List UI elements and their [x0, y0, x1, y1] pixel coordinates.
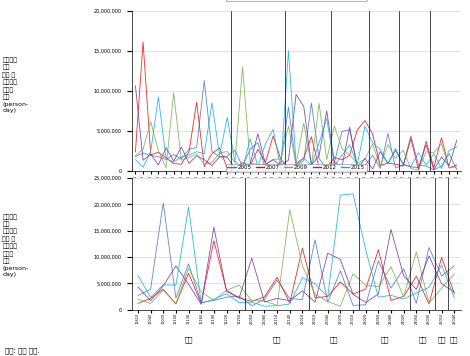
Text: 부산: 부산 — [254, 203, 262, 210]
Text: 서울: 서울 — [177, 203, 186, 210]
Legend: 2005, 2007, 2009, 2012, 2015: 2005, 2007, 2009, 2012, 2015 — [226, 0, 367, 1]
Text: 대전: 대전 — [410, 203, 419, 210]
Text: 울산: 울산 — [450, 336, 459, 343]
Text: 인천: 인천 — [345, 203, 354, 210]
Text: 세계보건
기구
권고기준
적용 시
노출위험
인구의
인일
(person-
day): 세계보건 기구 권고기준 적용 시 노출위험 인구의 인일 (person- d… — [2, 214, 29, 277]
Text: 대전: 대전 — [438, 336, 446, 343]
Legend: 2005, 2007, 2009, 2012, 2015: 2005, 2007, 2009, 2012, 2015 — [226, 164, 367, 172]
Text: 대기환경
기준
적용 시
노출위험
인구의
인일
(person-
day): 대기환경 기준 적용 시 노출위험 인구의 인일 (person- day) — [2, 57, 29, 114]
Text: 자료: 지자 작성.: 자료: 지자 작성. — [5, 347, 39, 354]
Text: 대구: 대구 — [303, 203, 312, 210]
Text: 광주: 광주 — [418, 336, 427, 343]
Text: 광주: 광주 — [380, 203, 388, 210]
Text: 인천: 인천 — [380, 336, 389, 343]
Text: 부산: 부산 — [273, 336, 282, 343]
Text: 울산: 울산 — [441, 203, 449, 210]
Text: 서울: 서울 — [184, 336, 193, 343]
Text: 대구: 대구 — [330, 336, 338, 343]
